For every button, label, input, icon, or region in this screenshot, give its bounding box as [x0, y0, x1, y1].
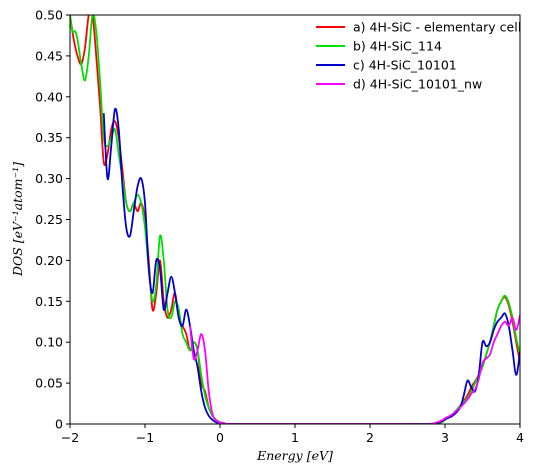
x-tick-label: 4: [516, 430, 524, 445]
y-tick-label: 0.50: [35, 8, 63, 23]
x-tick-label: 3: [441, 430, 449, 445]
x-tick-label: 0: [216, 430, 224, 445]
series-line-b: [70, 15, 520, 424]
legend: a) 4H-SiC - elementary cell b) 4H-SiC_114…: [316, 20, 521, 92]
y-tick-label: 0.30: [35, 171, 63, 186]
x-tick-label: 1: [291, 430, 299, 445]
legend-label: b) 4H-SiC_114: [353, 39, 442, 54]
series-line-c: [102, 107, 520, 424]
legend-label: c) 4H-SiC_10101: [353, 58, 457, 73]
y-tick-label: 0.40: [35, 89, 63, 104]
y-axis: 0 0.05 0.10 0.15 0.20 0.25 0.30 0.35 0.40 0.45 0.5…: [35, 8, 70, 432]
legend-label: d) 4H-SiC_10101_nw: [353, 77, 482, 92]
legend-item-b: b) 4H-SiC_114: [316, 39, 442, 54]
y-tick-label: 0.05: [35, 376, 63, 391]
x-axis-label: Energy [eV]: [256, 448, 333, 463]
legend-label: a) 4H-SiC - elementary cell: [353, 20, 521, 35]
y-tick-label: 0: [55, 417, 63, 432]
y-tick-label: 0.20: [35, 253, 63, 268]
y-tick-label: 0.15: [35, 294, 63, 309]
legend-item-d: d) 4H-SiC_10101_nw: [316, 77, 482, 92]
legend-item-c: c) 4H-SiC_10101: [316, 58, 457, 73]
legend-item-a: a) 4H-SiC - elementary cell: [316, 20, 521, 35]
x-axis: −2 −1 0 1 2 3 4: [61, 424, 524, 445]
series-layer: [70, 15, 520, 424]
y-tick-label: 0.45: [35, 48, 63, 63]
y-tick-label: 0.10: [35, 335, 63, 350]
y-tick-label: 0.25: [35, 212, 63, 227]
y-axis-label: DOS [eV⁻¹atom⁻¹]: [10, 162, 25, 277]
x-tick-label: −2: [61, 430, 79, 445]
series-line-d: [189, 314, 520, 424]
y-tick-label: 0.35: [35, 130, 63, 145]
x-tick-label: −1: [136, 430, 154, 445]
x-tick-label: 2: [366, 430, 374, 445]
